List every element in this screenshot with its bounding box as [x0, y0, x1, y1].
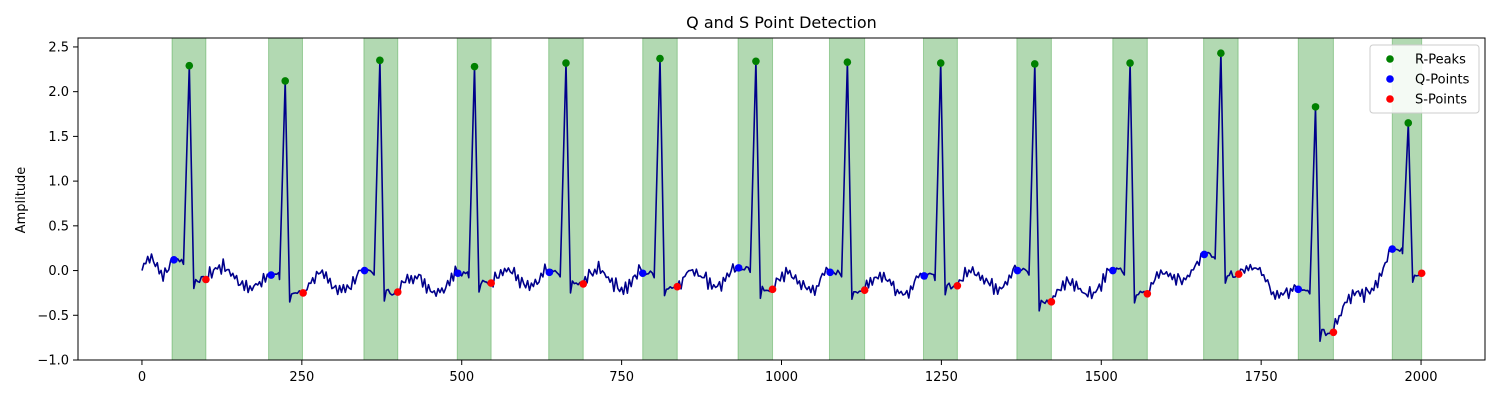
q-point-marker [1200, 250, 1209, 259]
r-peak-marker [1126, 59, 1134, 67]
r-peak-marker [1217, 49, 1225, 58]
r-peak-marker [185, 61, 194, 70]
r-peak-marker [1404, 119, 1413, 127]
q-point-marker [1013, 266, 1022, 275]
x-tick-label: 1750 [1245, 370, 1278, 385]
y-tick-label: 0.0 [48, 264, 69, 279]
q-point-marker [1388, 245, 1397, 253]
r-peak-marker [1311, 103, 1320, 111]
x-axis-ticks: 0 250 500 750 1000 1250 1500 1750 2000 [138, 360, 1438, 385]
x-tick-label: 2000 [1404, 370, 1437, 385]
chart-title: Q and S Point Detection [686, 13, 877, 32]
s-point-marker [768, 285, 777, 294]
r-peak-marker [843, 58, 852, 66]
legend-marker [1386, 55, 1394, 63]
r-peak-marker [281, 77, 290, 85]
r-peak-marker [656, 54, 664, 63]
y-tick-label: 1.0 [48, 175, 69, 190]
legend-label: S-Points [1415, 93, 1467, 108]
q-point-marker [170, 256, 178, 264]
s-point-marker [299, 289, 307, 297]
q-point-marker [920, 272, 928, 280]
x-tick-label: 250 [289, 370, 314, 385]
q-point-marker [360, 266, 369, 275]
s-point-marker [1047, 298, 1056, 306]
y-axis-ticks: −1.0 −0.5 0.0 0.5 1.0 1.5 2.0 2.5 [37, 40, 78, 369]
r-peak-marker [470, 62, 479, 71]
y-tick-label: 2.5 [48, 40, 69, 55]
x-tick-label: 0 [138, 370, 146, 385]
s-point-marker [860, 286, 869, 295]
s-point-marker [579, 280, 588, 288]
x-tick-label: 1250 [925, 370, 958, 385]
legend-label: Q-Points [1415, 73, 1470, 88]
y-axis-label: Amplitude [14, 167, 29, 234]
s-point-marker [1143, 290, 1152, 298]
y-tick-label: 0.5 [48, 219, 69, 234]
q-point-marker [1294, 285, 1303, 294]
s-point-marker [487, 279, 495, 287]
shaded-region [456, 37, 492, 361]
y-tick-label: −1.0 [37, 354, 69, 369]
q-point-marker [734, 264, 743, 272]
q-point-marker [826, 268, 834, 277]
s-point-marker [1417, 269, 1426, 278]
x-tick-label: 750 [609, 370, 634, 385]
s-point-marker [1329, 328, 1338, 337]
s-point-marker [673, 282, 682, 291]
y-tick-label: 1.5 [48, 130, 69, 145]
q-point-marker [1108, 266, 1117, 275]
legend-marker [1386, 75, 1394, 83]
r-peak-marker [1030, 60, 1039, 68]
shaded-regions [171, 37, 1423, 361]
q-point-marker [267, 271, 275, 279]
x-tick-label: 1000 [765, 370, 798, 385]
q-point-marker [638, 269, 647, 278]
s-point-marker [953, 281, 962, 290]
r-peak-marker [936, 59, 945, 67]
point-markers [170, 49, 1426, 337]
legend-marker [1386, 95, 1394, 103]
y-tick-label: 2.0 [48, 85, 69, 100]
s-point-marker [202, 275, 210, 284]
legend-box [1369, 44, 1480, 114]
r-peak-marker [562, 59, 570, 67]
legend: R-Peaks Q-Points S-Points [1369, 44, 1480, 114]
x-tick-label: 1500 [1085, 370, 1118, 385]
r-peak-marker [376, 56, 384, 65]
r-peak-marker [752, 57, 760, 66]
legend-label: R-Peaks [1415, 53, 1466, 68]
q-point-marker [545, 268, 554, 277]
x-tick-label: 500 [449, 370, 474, 385]
s-point-marker [1234, 270, 1243, 278]
shaded-region [1297, 37, 1334, 361]
y-tick-label: −0.5 [37, 309, 69, 324]
q-point-marker [454, 269, 462, 278]
s-point-marker [393, 288, 402, 296]
